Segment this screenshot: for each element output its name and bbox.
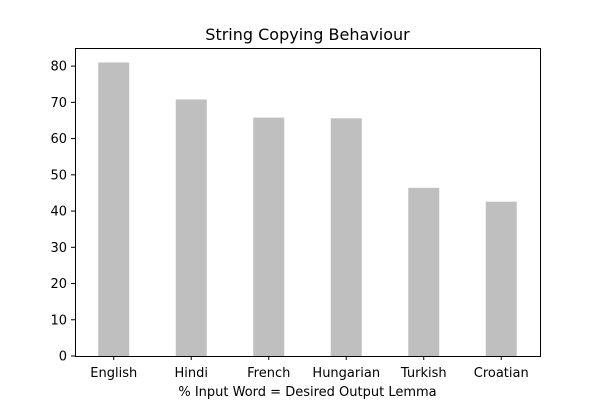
plot-frame [75, 48, 541, 357]
bar-french [253, 117, 285, 356]
x-axis: English Hindi French Hungarian Turkish Croati… [90, 356, 529, 381]
y-tick-label: 10 [50, 313, 67, 328]
bar-english [98, 62, 130, 357]
y-tick-label: 40 [50, 205, 67, 220]
y-tick-label: 60 [50, 132, 67, 147]
chart-title: String Copying Behaviour [205, 25, 410, 44]
y-tick-label: 80 [50, 60, 67, 75]
x-axis-label: % Input Word = Desired Output Lemma [178, 385, 436, 400]
bars-group [98, 62, 517, 357]
bar-hungarian [330, 118, 362, 356]
y-tick-label: 50 [50, 168, 67, 183]
x-tick-label: French [247, 366, 290, 381]
y-tick-label: 30 [50, 241, 67, 256]
y-tick-label: 0 [59, 350, 67, 365]
y-tick-label: 20 [50, 277, 67, 292]
x-tick-label: Hungarian [312, 366, 380, 381]
bar-hindi [175, 99, 207, 357]
x-tick-label: English [90, 366, 137, 381]
bar-turkish [408, 187, 440, 356]
bar-croatian [485, 201, 517, 356]
x-tick-label: Croatian [474, 366, 529, 381]
x-tick-label: Turkish [400, 366, 447, 381]
y-axis: 0 10 20 30 40 50 60 70 80 [50, 60, 75, 365]
y-tick-label: 70 [50, 96, 67, 111]
x-tick-label: Hindi [175, 366, 209, 381]
